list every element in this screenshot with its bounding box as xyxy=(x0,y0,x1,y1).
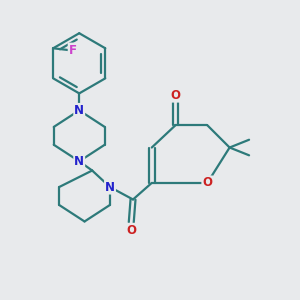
Text: F: F xyxy=(69,44,76,56)
Text: O: O xyxy=(202,176,212,189)
Text: O: O xyxy=(126,224,136,237)
Text: N: N xyxy=(105,181,115,194)
Text: O: O xyxy=(170,89,181,102)
Text: N: N xyxy=(74,104,84,117)
Text: N: N xyxy=(74,155,84,168)
